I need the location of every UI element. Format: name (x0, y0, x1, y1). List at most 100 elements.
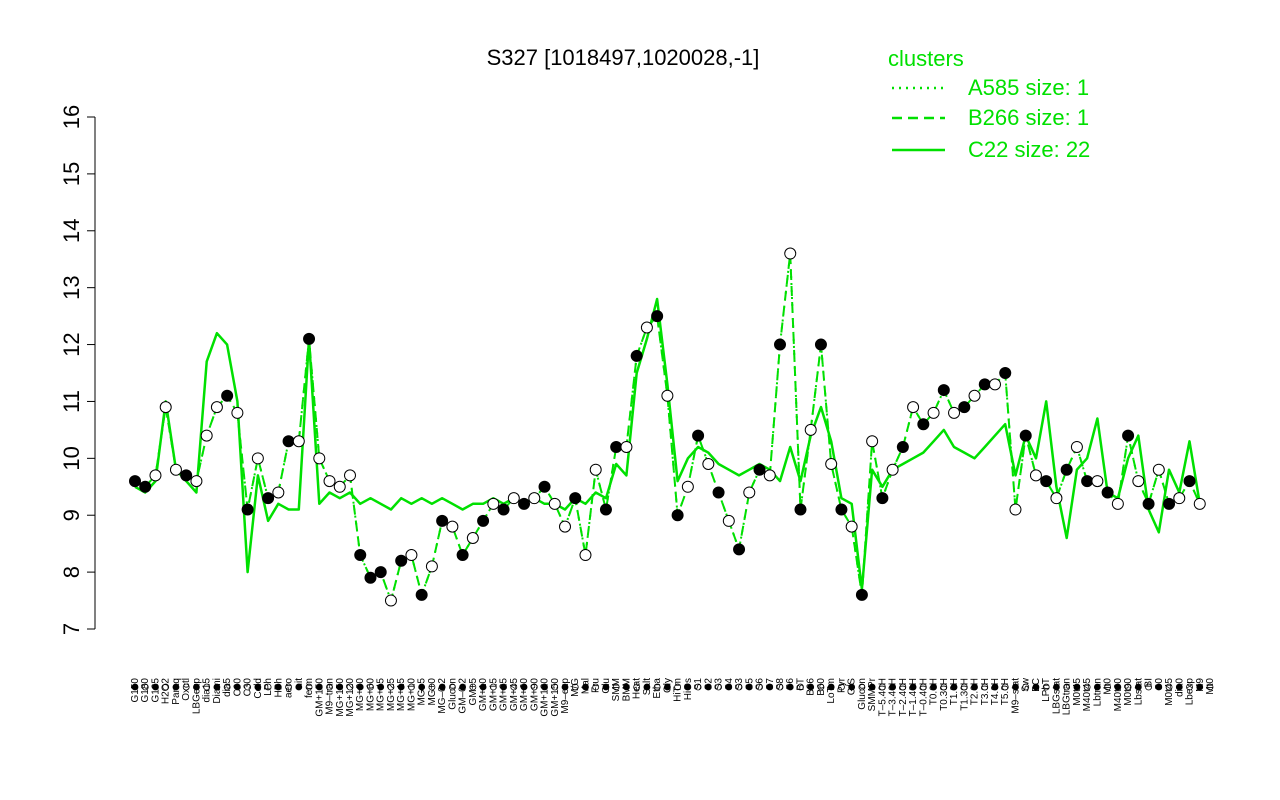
data-point-filled (599, 503, 612, 516)
x-marker (602, 683, 610, 691)
data-point-filled (753, 463, 766, 476)
x-marker (674, 683, 682, 691)
data-point-open (886, 463, 899, 476)
x-tick-label: T4.0H (990, 678, 1001, 705)
y-tick-label: 9 (59, 509, 84, 521)
x-tick-label: Glucon (447, 678, 458, 710)
x-marker (1022, 683, 1030, 691)
x-marker (561, 683, 569, 691)
x-marker (960, 683, 968, 691)
data-point-filled (569, 492, 582, 505)
x-marker (786, 683, 794, 691)
data-point-filled (374, 566, 387, 579)
x-marker (305, 683, 313, 691)
x-tick-label: S6 (785, 678, 796, 691)
x-marker (684, 683, 692, 691)
x-marker (899, 683, 907, 691)
x-marker (930, 683, 937, 691)
x-marker (315, 683, 323, 691)
x-marker (981, 683, 989, 691)
x-marker (182, 683, 190, 691)
x-tick-label: H2O2 (161, 678, 172, 705)
x-tick-label: T0.0H (929, 678, 940, 705)
data-point-filled (651, 310, 664, 323)
x-marker (356, 683, 364, 691)
data-point-open (1070, 440, 1083, 453)
data-point-open (1111, 497, 1124, 510)
x-marker (193, 683, 200, 691)
x-marker (469, 683, 477, 691)
data-point-filled (303, 332, 316, 345)
x-tick-label: S5 (744, 678, 755, 691)
x-marker (827, 683, 835, 691)
x-marker (571, 683, 579, 691)
data-point-open (681, 480, 694, 493)
data-point-filled (814, 338, 827, 351)
x-tick-label: Diami (212, 678, 223, 704)
x-marker (766, 683, 774, 691)
x-marker (1124, 683, 1132, 691)
data-point-filled (456, 549, 469, 562)
data-point-filled (958, 401, 971, 414)
data-points (129, 247, 1206, 607)
x-marker (1073, 683, 1081, 691)
data-point-open (661, 389, 674, 402)
x-marker (653, 683, 661, 691)
x-tick-label: M9–stat (1010, 678, 1021, 714)
data-point-filled (876, 492, 889, 505)
x-tick-label: ferm (304, 678, 315, 698)
x-marker (223, 683, 231, 691)
data-point-open (589, 463, 602, 476)
x-tick-label: SMMPr (867, 677, 878, 711)
data-point-open (927, 406, 940, 419)
data-point-open (1152, 463, 1165, 476)
series-lines (134, 252, 1202, 602)
x-tick-label: GM–0.2 (458, 678, 469, 714)
data-point-open (190, 475, 203, 488)
x-tick-label: MG+45 (376, 678, 387, 712)
x-tick-label: GM+45 (509, 678, 520, 712)
x-marker (162, 683, 170, 691)
data-point-filled (1122, 429, 1135, 442)
y-tick-label: 13 (59, 275, 84, 299)
x-marker (1012, 683, 1019, 691)
x-tick-label: LoTm (826, 678, 837, 704)
x-tick-label: S6 (755, 678, 766, 691)
x-tick-label: Glu (601, 678, 612, 694)
x-tick-label: T–0.40H (918, 678, 929, 716)
x-tick-label: MG+60 (365, 678, 376, 712)
data-point-open (425, 560, 438, 573)
series-line-1 (134, 252, 1201, 602)
data-point-filled (1040, 475, 1053, 488)
data-point-filled (712, 486, 725, 499)
x-marker (715, 683, 722, 691)
data-point-filled (477, 514, 490, 527)
x-tick-label: T–2.40H (898, 678, 909, 716)
x-marker (408, 683, 415, 691)
data-point-open (251, 452, 264, 465)
x-tick-label: T0.30H (939, 678, 950, 711)
data-point-open (989, 378, 1001, 391)
data-point-open (169, 463, 182, 476)
x-tick-label: MG+120 (345, 678, 356, 717)
x-marker (725, 683, 733, 691)
x-tick-label: B36 (806, 678, 817, 696)
x-tick-label: GM+120 (540, 678, 551, 717)
data-point-filled (896, 440, 909, 453)
x-tick-label: T–1.40H (908, 678, 919, 716)
x-tick-label: S3 (714, 678, 725, 691)
data-point-filled (794, 503, 807, 516)
x-tick-label: M9–tran (325, 678, 336, 715)
x-tick-label: dia0 (1174, 678, 1185, 697)
x-marker (141, 683, 149, 691)
data-point-open (159, 401, 172, 414)
x-marker (510, 683, 518, 691)
x-marker (1083, 683, 1091, 691)
x-tick-label: Mal (580, 678, 591, 694)
data-point-open (528, 492, 541, 505)
x-marker (326, 683, 333, 691)
data-point-open (1009, 503, 1022, 516)
x-tick-label: M0t90 (1123, 678, 1134, 706)
data-point-filled (262, 492, 275, 505)
